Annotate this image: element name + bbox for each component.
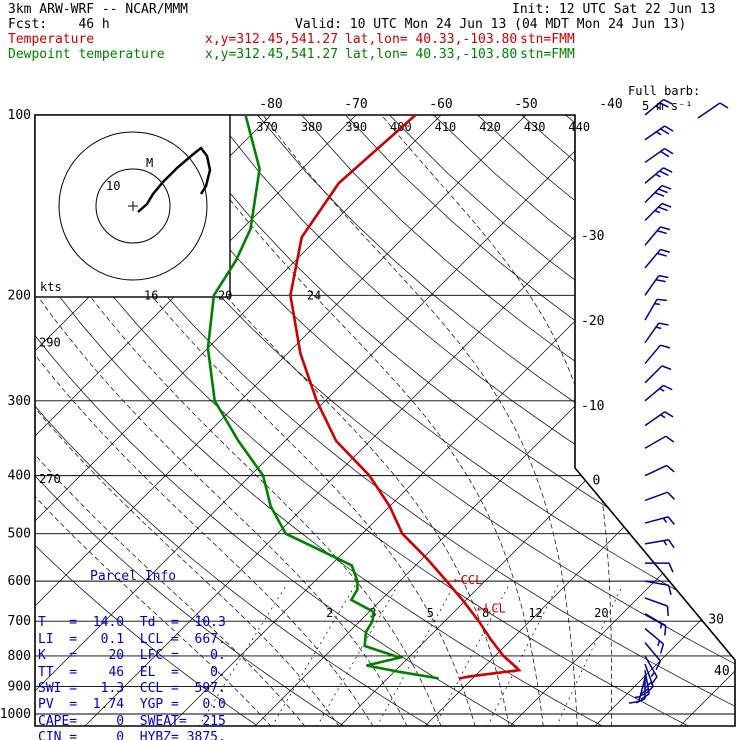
parcel-info-line: SWI = 1.3 CCL = 597. xyxy=(38,681,226,697)
svg-text:410: 410 xyxy=(435,120,457,134)
lcl-marker: ←LCL xyxy=(477,602,506,616)
barb-legend-unit: 5 m s⁻¹ xyxy=(642,99,693,113)
svg-text:600: 600 xyxy=(8,574,31,589)
svg-text:10: 10 xyxy=(106,179,120,193)
dewpoint-trace xyxy=(206,114,439,680)
model-title: 3km ARW-WRF -- NCAR/MMM xyxy=(8,2,189,17)
hodograph-trace xyxy=(137,146,212,213)
svg-text:2: 2 xyxy=(326,606,333,620)
svg-text:12: 12 xyxy=(528,606,542,620)
barb-legend-title: Full barb: xyxy=(628,84,701,98)
temperature-latlon: lat,lon= 40.33,-103.80 xyxy=(345,32,518,47)
svg-text:24: 24 xyxy=(307,288,321,302)
svg-text:-10: -10 xyxy=(581,399,604,414)
svg-text:30: 30 xyxy=(708,613,724,628)
svg-text:290: 290 xyxy=(39,336,61,350)
plot-outline xyxy=(34,114,736,727)
svg-text:-30: -30 xyxy=(581,229,604,244)
svg-text:430: 430 xyxy=(524,120,546,134)
parcel-info-line: LI = 0.1 LCL = 667. xyxy=(38,631,226,647)
parcel-info-line: K = 20 LFC = 0. xyxy=(38,648,226,664)
svg-text:390: 390 xyxy=(345,120,367,134)
svg-text:-40: -40 xyxy=(599,97,622,112)
dewpoint-xy: x,y=312.45,541.27 xyxy=(205,47,339,62)
temperature-legend: Temperature xyxy=(8,32,95,47)
svg-text:16: 16 xyxy=(144,288,158,302)
svg-text:-70: -70 xyxy=(344,97,367,112)
svg-text:-20: -20 xyxy=(581,314,604,329)
svg-text:380: 380 xyxy=(301,120,323,134)
parcel-info-line: CAPE= 0 SWEAT= 215 xyxy=(38,713,226,729)
svg-text:-80: -80 xyxy=(259,97,282,112)
svg-text:800: 800 xyxy=(8,649,31,664)
svg-text:0: 0 xyxy=(592,474,600,489)
parcel-info-line: PV = 1.74 YGP = 0.0 xyxy=(38,697,226,713)
parcel-info-lines: T = 14.0 Td = 10.3 LI = 0.1 LCL = 667. K =… xyxy=(38,615,226,740)
svg-text:40: 40 xyxy=(714,664,730,679)
svg-text:-60: -60 xyxy=(429,97,452,112)
svg-text:100: 100 xyxy=(8,108,31,123)
svg-text:8: 8 xyxy=(482,606,489,620)
svg-text:420: 420 xyxy=(479,120,501,134)
parcel-info-line: T = 14.0 Td = 10.3 xyxy=(38,615,226,631)
svg-text:440: 440 xyxy=(568,120,590,134)
svg-text:900: 900 xyxy=(8,680,31,695)
svg-text:M: M xyxy=(146,156,153,170)
svg-text:370: 370 xyxy=(256,120,278,134)
dewpoint-latlon: lat,lon= 40.33,-103.80 xyxy=(345,47,518,62)
dewpoint-stn: stn=FMM xyxy=(520,47,575,62)
init-time: Init: 12 UTC Sat 22 Jun 13 xyxy=(512,2,716,17)
parcel-info-line: TT = 46 EL = 0. xyxy=(38,664,226,680)
svg-text:270: 270 xyxy=(39,472,61,486)
svg-text:20: 20 xyxy=(218,288,232,302)
temperature-stn: stn=FMM xyxy=(520,32,575,47)
svg-text:700: 700 xyxy=(8,614,31,629)
svg-text:400: 400 xyxy=(8,469,31,484)
fcst-hour: Fcst: 46 h xyxy=(8,17,110,32)
svg-text:300: 300 xyxy=(8,394,31,409)
hodograph: 10 M xyxy=(34,114,231,298)
svg-text:kts: kts xyxy=(40,280,62,294)
svg-text:5: 5 xyxy=(427,606,434,620)
svg-text:200: 200 xyxy=(8,288,31,303)
svg-text:1000: 1000 xyxy=(0,707,31,722)
valid-time: Valid: 10 UTC Mon 24 Jun 13 (04 MDT Mon … xyxy=(295,17,687,32)
wind-barbs xyxy=(628,98,729,704)
ccl-marker: ←CCL xyxy=(453,573,482,587)
dewpoint-legend: Dewpoint temperature xyxy=(8,47,165,62)
temperature-trace xyxy=(289,114,523,680)
svg-text:500: 500 xyxy=(8,527,31,542)
parcel-info-title: Parcel Info xyxy=(90,569,177,584)
parcel-info-line: CIN = 0 HYBZ= 3875. xyxy=(38,730,226,740)
temperature-xy: x,y=312.45,541.27 xyxy=(205,32,339,47)
svg-text:20: 20 xyxy=(594,606,608,620)
parcel-info: Parcel Info T = 14.0 Td = 10.3 LI = 0.1 L… xyxy=(38,539,226,740)
svg-text:-50: -50 xyxy=(514,97,537,112)
